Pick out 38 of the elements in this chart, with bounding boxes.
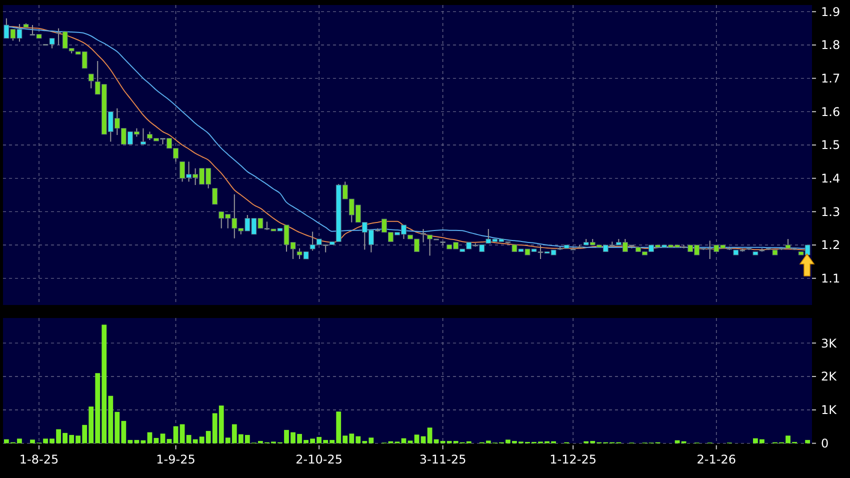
y-tick-label: 1.8 [821, 38, 840, 52]
y-tick-label: 2K [821, 370, 838, 384]
bar [147, 432, 152, 444]
bar [180, 424, 185, 444]
x-tick-label: 2-1-26 [696, 452, 736, 466]
y-tick-label: 3K [821, 336, 838, 350]
x-tick-label: 3-11-25 [419, 452, 466, 466]
x-tick-label: 1-8-25 [19, 452, 59, 466]
bar [427, 428, 432, 444]
bar [140, 440, 146, 444]
bar [805, 440, 810, 444]
bar [401, 438, 406, 444]
y-tick-label: 1K [821, 403, 838, 418]
candlestick [88, 74, 94, 89]
candlestick [140, 128, 146, 145]
bar [408, 440, 413, 444]
y-tick-label: 1.7 [821, 72, 840, 86]
y-tick-label: 1.6 [821, 104, 840, 119]
y-tick-label: 1.2 [821, 238, 840, 252]
candlestick [420, 228, 426, 243]
bar [173, 426, 178, 444]
y-tick-label: 1.4 [821, 172, 840, 186]
x-tick-label: 2-10-25 [296, 452, 342, 466]
y-tick-label: 0 [821, 436, 829, 450]
bar [414, 434, 420, 444]
bar [134, 440, 140, 444]
bar [420, 436, 426, 444]
y-tick-label: 1.1 [821, 272, 840, 286]
bar [674, 440, 680, 444]
bar [160, 434, 166, 444]
x-tick-label: 1-12-25 [550, 452, 597, 466]
bar [166, 438, 172, 444]
y-tick-label: 1.5 [821, 138, 840, 152]
y-tick-label: 1.9 [821, 4, 840, 19]
candlestick [212, 188, 218, 205]
bar [154, 438, 159, 444]
y-tick-label: 1.3 [821, 204, 840, 219]
x-tick-label: 1-9-25 [156, 452, 196, 466]
